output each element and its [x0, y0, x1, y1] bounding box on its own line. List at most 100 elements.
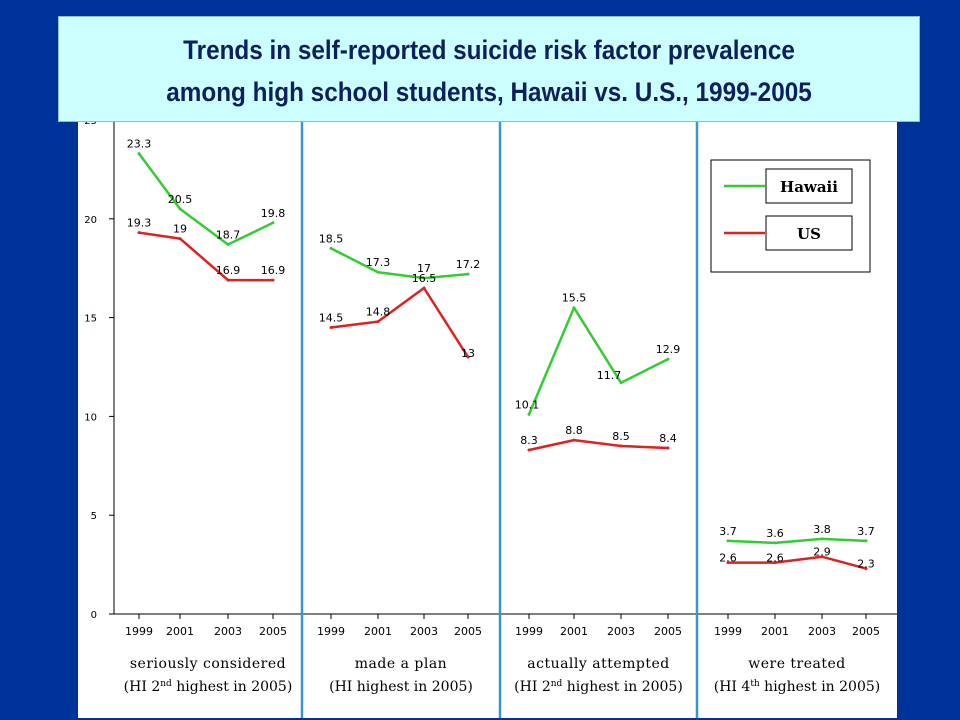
data-label-us: 13 [461, 347, 475, 360]
data-point-us [466, 355, 470, 359]
series-line-us [138, 231, 273, 282]
y-tick-label: 5 [91, 511, 97, 522]
data-point-hawaii [666, 357, 670, 361]
data-point-hawaii [226, 243, 230, 246]
x-tick-label: 2003 [410, 625, 438, 638]
x-tick-label: 2001 [560, 625, 588, 638]
data-point-us [137, 231, 141, 235]
x-tick-label: 1999 [714, 625, 742, 638]
data-label-us: 2.6 [719, 552, 737, 565]
data-label-us: 8.8 [565, 424, 583, 437]
panel-label: actually attempted [527, 656, 670, 672]
x-tick-label: 2001 [166, 625, 194, 638]
series-line-hawaii [527, 306, 669, 415]
data-point-hawaii [137, 152, 141, 156]
data-point-us [329, 326, 333, 329]
legend-entry-box [765, 215, 853, 251]
title-line-2: among high school students, Hawaii vs. U… [166, 77, 812, 107]
data-point-hawaii [527, 412, 531, 416]
x-tick-label: 1999 [317, 625, 345, 638]
legend-entry-box [765, 168, 853, 204]
data-label-us: 14.5 [319, 311, 344, 324]
data-label-hawaii: 23.3 [127, 138, 152, 151]
data-point-us [376, 320, 380, 324]
panel-sublabel: (HI highest in 2005) [329, 679, 473, 695]
data-label-hawaii: 18.5 [319, 232, 344, 245]
series-line-us [728, 555, 867, 570]
data-label-us: 16.5 [412, 272, 437, 285]
data-label-us: 19 [173, 223, 187, 236]
data-label-hawaii: 20.5 [168, 193, 193, 206]
data-point-us [572, 438, 576, 442]
x-tick-label: 1999 [125, 625, 153, 638]
data-point-us [820, 555, 824, 559]
data-point-us [422, 286, 426, 290]
y-tick-label: 20 [84, 215, 97, 226]
x-tick-label: 2005 [259, 625, 287, 638]
panel-sublabel: (HI 4th highest in 2005) [714, 679, 881, 695]
data-label-us: 8.4 [659, 432, 677, 445]
data-point-us [726, 561, 730, 565]
x-tick-label: 2003 [808, 625, 836, 638]
data-label-hawaii: 3.8 [813, 523, 831, 536]
x-tick-label: 2001 [761, 625, 789, 638]
data-label-us: 19.3 [127, 217, 152, 230]
data-point-hawaii [178, 207, 182, 211]
data-label-us: 2.3 [857, 558, 875, 571]
panel-sublabel: (HI 2nd highest in 2005) [124, 679, 293, 695]
data-label-us: 8.3 [520, 434, 538, 447]
legend: Hawaii US [710, 159, 871, 273]
x-tick-label: 1999 [515, 625, 543, 638]
legend-label-hawaii: Hawaii [780, 178, 838, 196]
series-line-us [330, 286, 470, 358]
x-tick-label: 2001 [364, 625, 392, 638]
data-point-hawaii [572, 306, 576, 310]
data-point-hawaii [773, 541, 777, 545]
y-tick-label: 10 [84, 412, 97, 423]
data-label-us: 2.6 [766, 552, 784, 565]
data-label-hawaii: 15.5 [562, 292, 587, 305]
legend-label-us: US [797, 225, 821, 243]
data-label-hawaii: 3.7 [719, 525, 737, 538]
data-point-hawaii [864, 539, 868, 543]
panel-label: seriously considered [130, 656, 286, 672]
data-label-hawaii: 11.7 [597, 369, 622, 382]
x-tick-label: 2005 [852, 625, 880, 638]
data-label-us: 14.8 [366, 306, 391, 319]
data-point-us [619, 444, 623, 448]
y-tick-label: 15 [84, 314, 97, 325]
data-point-us [178, 237, 182, 241]
data-point-us [864, 567, 868, 571]
data-label-us: 16.9 [216, 264, 241, 277]
data-point-hawaii [466, 272, 470, 276]
data-label-hawaii: 12.9 [656, 343, 681, 356]
data-point-us [226, 278, 230, 282]
data-label-hawaii: 3.7 [857, 525, 875, 538]
data-label-hawaii: 3.6 [766, 527, 784, 540]
data-point-hawaii [422, 276, 426, 280]
data-label-hawaii: 17.3 [366, 256, 391, 269]
data-point-hawaii [820, 537, 824, 541]
y-tick-label: 0 [91, 610, 97, 621]
data-point-us [666, 446, 670, 450]
title-line-1: Trends in self-reported suicide risk fac… [183, 35, 795, 65]
data-point-hawaii [271, 221, 275, 225]
data-point-us [527, 448, 531, 452]
panel-sublabel: (HI 2nd highest in 2005) [514, 679, 683, 695]
x-tick-label: 2003 [607, 625, 635, 638]
series-line-hawaii [330, 247, 469, 280]
data-label-us: 16.9 [261, 264, 286, 277]
series-line-us [528, 438, 669, 452]
series-line-hawaii [137, 152, 274, 246]
data-point-us [271, 278, 275, 282]
data-point-hawaii [619, 381, 623, 385]
panel-label: made a plan [355, 656, 447, 672]
panel-label: were treated [748, 656, 846, 672]
x-tick-label: 2003 [214, 625, 242, 638]
data-point-us [773, 561, 777, 565]
x-tick-label: 2005 [454, 625, 482, 638]
data-label-hawaii: 19.8 [261, 207, 286, 220]
x-tick-label: 2005 [654, 625, 682, 638]
data-label-us: 8.5 [612, 430, 630, 443]
